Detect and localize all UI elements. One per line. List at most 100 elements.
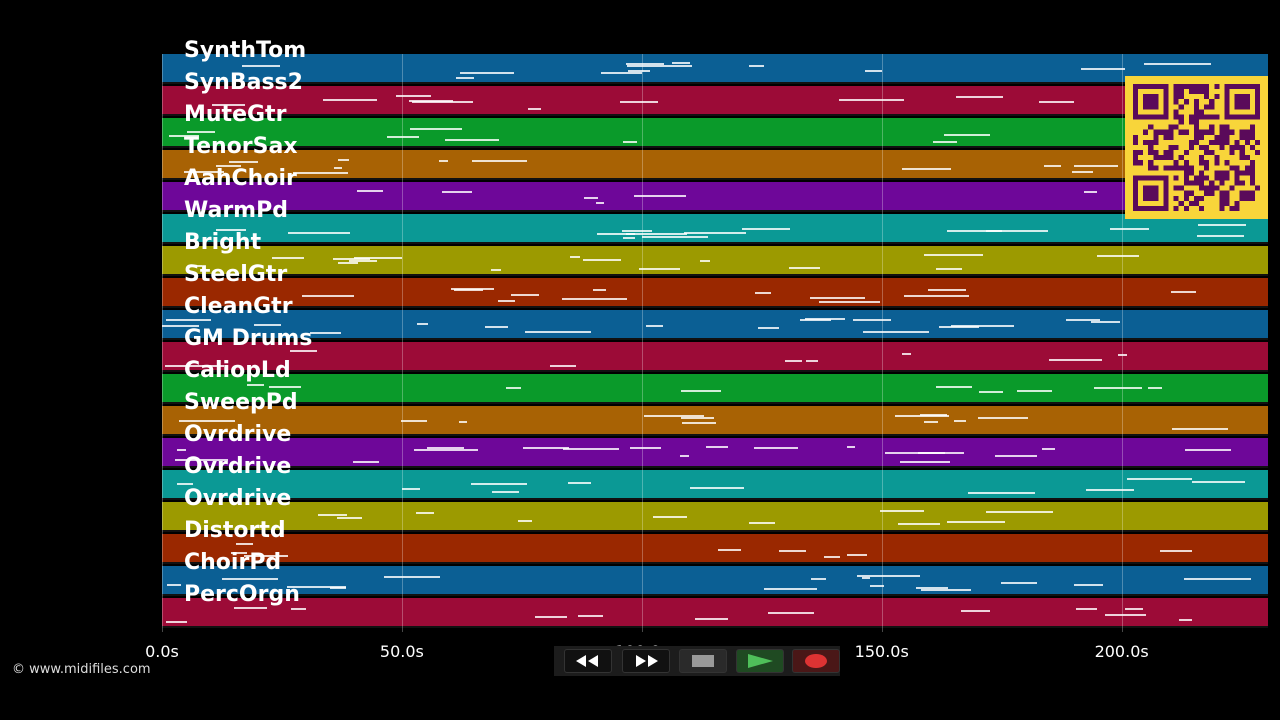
play-button[interactable]: [736, 649, 784, 673]
track-lane[interactable]: [162, 214, 1268, 244]
note-mark: [935, 386, 972, 388]
track-lane[interactable]: [162, 182, 1268, 212]
track-lane[interactable]: [162, 310, 1268, 340]
note-mark: [646, 325, 664, 327]
note-mark: [561, 298, 627, 300]
note-mark: [928, 289, 966, 291]
record-icon: [805, 654, 827, 668]
note-mark: [1179, 619, 1193, 621]
note-mark: [427, 447, 464, 449]
track-lane[interactable]: [162, 566, 1268, 596]
rewind-button[interactable]: [564, 649, 612, 673]
note-mark: [491, 269, 501, 271]
note-mark: [1197, 235, 1244, 237]
note-mark: [625, 63, 664, 65]
note-mark: [593, 289, 607, 291]
track-label: Bright: [184, 230, 262, 255]
note-mark: [396, 95, 432, 97]
track-lane[interactable]: [162, 150, 1268, 180]
note-mark: [413, 449, 479, 451]
note-mark: [917, 452, 964, 454]
track-lane[interactable]: [162, 534, 1268, 564]
note-mark: [1104, 614, 1146, 616]
note-mark: [165, 319, 212, 321]
track-lane[interactable]: [162, 342, 1268, 372]
note-mark: [401, 488, 421, 490]
note-mark: [838, 99, 904, 101]
note-mark: [681, 417, 715, 419]
note-mark: [1159, 550, 1192, 552]
note-mark: [485, 326, 508, 328]
note-mark: [690, 487, 744, 489]
play-icon: [748, 654, 773, 668]
note-mark: [804, 318, 845, 320]
note-mark: [444, 139, 499, 141]
piano-roll[interactable]: [162, 54, 1268, 632]
track-lane[interactable]: [162, 470, 1268, 500]
note-mark: [895, 415, 950, 417]
track-lane[interactable]: [162, 406, 1268, 436]
track-lane[interactable]: [162, 246, 1268, 276]
note-mark: [1117, 354, 1127, 356]
note-mark: [302, 295, 354, 297]
note-mark: [623, 141, 637, 143]
note-mark: [271, 257, 304, 259]
track-lane[interactable]: [162, 374, 1268, 404]
track-label: SweepPd: [184, 390, 298, 415]
note-mark: [348, 260, 378, 262]
track-lane[interactable]: [162, 118, 1268, 148]
note-mark: [286, 586, 346, 588]
track-label: Ovrdrive: [184, 422, 292, 447]
track-lane[interactable]: [162, 278, 1268, 308]
note-mark: [387, 136, 419, 138]
note-mark: [292, 172, 349, 174]
note-mark: [179, 420, 235, 422]
track-lane[interactable]: [162, 54, 1268, 84]
track-lane[interactable]: [162, 502, 1268, 532]
note-mark: [506, 387, 521, 389]
note-mark: [900, 461, 950, 463]
note-mark: [923, 254, 984, 256]
note-mark: [1085, 489, 1134, 491]
note-mark: [955, 96, 1003, 98]
note-mark: [968, 492, 1035, 494]
track-label: SynthTom: [184, 38, 307, 63]
note-mark: [880, 510, 924, 512]
note-mark: [1076, 608, 1098, 610]
note-mark: [337, 517, 362, 519]
record-button[interactable]: [792, 649, 840, 673]
note-mark: [455, 77, 474, 79]
note-mark: [943, 134, 991, 136]
note-mark: [310, 332, 341, 334]
track-lane[interactable]: [162, 438, 1268, 468]
note-mark: [569, 256, 580, 258]
stop-button[interactable]: [679, 649, 727, 673]
note-mark: [800, 319, 832, 321]
note-mark: [451, 288, 495, 290]
note-mark: [183, 171, 225, 173]
fast-forward-button[interactable]: [622, 649, 670, 673]
note-mark: [471, 160, 528, 162]
note-mark: [415, 512, 434, 514]
note-mark: [823, 556, 841, 558]
note-mark: [846, 554, 867, 556]
note-mark: [856, 575, 920, 577]
note-mark: [524, 331, 592, 333]
note-mark: [268, 386, 302, 388]
note-mark: [946, 521, 1005, 523]
note-mark: [1065, 319, 1101, 321]
note-mark: [626, 65, 692, 67]
note-mark: [977, 417, 1028, 419]
note-mark: [853, 319, 891, 321]
note-mark: [939, 326, 979, 328]
note-mark: [563, 448, 619, 450]
note-mark: [681, 390, 722, 392]
note-mark: [492, 491, 520, 493]
track-label: WarmPd: [184, 198, 288, 223]
track-lane[interactable]: [162, 598, 1268, 628]
note-mark: [578, 615, 603, 617]
note-mark: [175, 459, 229, 461]
note-mark: [901, 353, 911, 355]
track-lane[interactable]: [162, 86, 1268, 116]
note-mark: [1074, 165, 1118, 167]
